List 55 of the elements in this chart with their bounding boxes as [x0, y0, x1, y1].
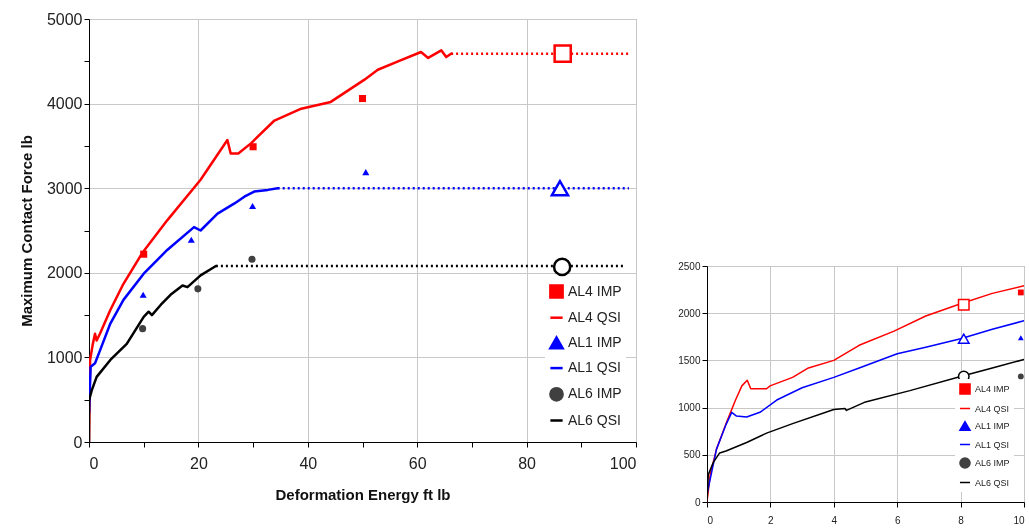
y-tick-label: 2000 — [678, 307, 701, 319]
y-tick-label: 3000 — [46, 179, 83, 197]
legend-label: AL4 IMP — [975, 384, 1010, 394]
point — [957, 333, 970, 344]
point — [187, 236, 195, 243]
point — [358, 94, 367, 103]
point — [553, 44, 573, 63]
y-axis-title: Maximum Contact Force lb — [17, 135, 35, 327]
point — [249, 143, 257, 151]
y-tick-label: 500 — [683, 449, 701, 461]
y-tick-label: 2000 — [46, 264, 83, 282]
point — [1017, 373, 1024, 380]
legend-label: AL6 IMP — [975, 458, 1010, 468]
legend-label: AL1 QSI — [568, 359, 621, 376]
y-tick-label: 1000 — [678, 402, 701, 414]
y-tick-label: 5000 — [46, 10, 83, 28]
x-tick-label: 6 — [894, 514, 901, 526]
point — [550, 179, 570, 197]
y-tick-label: 0 — [73, 433, 83, 451]
x-tick-label: 2 — [768, 514, 775, 526]
x-tick-label: 40 — [299, 454, 318, 472]
x-tick-label: 100 — [609, 454, 637, 472]
point — [1017, 335, 1024, 341]
legend-label: AL6 IMP — [568, 385, 622, 402]
point — [194, 285, 202, 293]
y-tick-label: 4000 — [46, 95, 83, 113]
legend-label: AL1 QSI — [975, 439, 1010, 450]
y-tick-label: 1000 — [46, 348, 83, 366]
y-tick-label: 2500 — [678, 260, 701, 272]
point — [957, 298, 970, 311]
point — [248, 255, 256, 263]
x-tick-label: 0 — [89, 454, 99, 472]
x-tick-label: 8 — [958, 514, 965, 526]
point — [139, 325, 147, 333]
y-tick-label: 0 — [694, 496, 701, 508]
x-tick-label: 20 — [190, 454, 208, 472]
legend-label: AL4 QSI — [975, 403, 1010, 414]
point — [249, 202, 257, 210]
x-tick-label: 80 — [518, 454, 537, 472]
x-tick-label: 0 — [707, 514, 714, 526]
y-tick-label: 1500 — [678, 354, 701, 366]
legend-label: AL4 QSI — [568, 308, 621, 325]
x-tick-label: 4 — [831, 514, 838, 526]
point — [139, 291, 147, 298]
legend-label: AL1 IMP — [568, 333, 622, 350]
point — [552, 257, 572, 277]
legend-label: AL6 QSI — [975, 477, 1010, 488]
legend-label: AL1 IMP — [975, 421, 1010, 431]
point — [140, 250, 148, 258]
legend-label: AL4 IMP — [568, 282, 622, 299]
point — [362, 169, 370, 176]
x-axis-title: Deformation Energy ft lb — [275, 485, 451, 503]
x-tick-label: 60 — [408, 454, 427, 472]
x-tick-label: 10 — [1013, 514, 1025, 526]
legend-label: AL6 QSI — [568, 411, 621, 428]
